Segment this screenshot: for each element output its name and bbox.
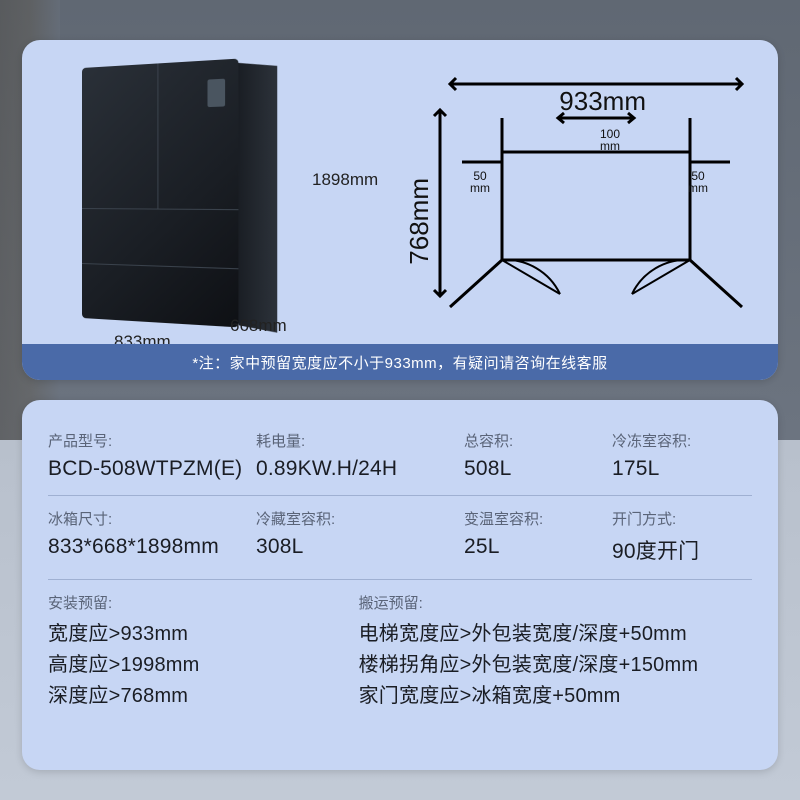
clearance-depth: 768mm xyxy=(404,178,435,265)
spec-label: 冷冻室容积: xyxy=(612,430,752,451)
spec-value: 833*668*1898mm xyxy=(48,535,248,559)
specs-card: 产品型号: BCD-508WTPZM(E) 耗电量: 0.89KW.H/24H 总容… xyxy=(22,400,778,770)
dim-height: 1898mm xyxy=(312,170,378,190)
spec-value: 308L xyxy=(256,535,456,559)
spec-label: 安装预留: xyxy=(48,592,351,613)
spec-value: 高度应>1998mm xyxy=(48,650,351,681)
fridge-icon xyxy=(82,59,238,328)
spec-value: 楼梯拐角应>外包装宽度/深度+150mm xyxy=(359,650,752,681)
spec-label: 冰箱尺寸: xyxy=(48,508,248,529)
spec-value: 电梯宽度应>外包装宽度/深度+50mm xyxy=(359,619,752,650)
clearance-left-gap: 50mm xyxy=(470,170,490,194)
spec-value: 深度应>768mm xyxy=(48,681,351,712)
spec-label: 开门方式: xyxy=(612,508,752,529)
spec-row-2: 冰箱尺寸: 833*668*1898mm 冷藏室容积: 308L 变温室容积: 25L… xyxy=(48,496,752,580)
clearance-top-gap: 100mm xyxy=(600,128,620,152)
spec-value: 宽度应>933mm xyxy=(48,619,351,650)
spec-value: 家门宽度应>冰箱宽度+50mm xyxy=(359,681,752,712)
spec-label: 冷藏室容积: xyxy=(256,508,456,529)
dimensions-card: 1898mm 833mm 668mm xyxy=(22,40,778,380)
spec-value: 0.89KW.H/24H xyxy=(256,457,456,481)
clearance-diagram: 933mm 768mm 100mm 50mm 50mm xyxy=(410,62,750,320)
product-illustration xyxy=(82,68,282,326)
spec-value: 175L xyxy=(612,457,752,481)
spec-value: 25L xyxy=(464,535,604,559)
dim-depth: 668mm xyxy=(230,316,287,336)
spec-value: 508L xyxy=(464,457,604,481)
clearance-note: *注：家中预留宽度应不小于933mm，有疑问请咨询在线客服 xyxy=(22,344,778,380)
spec-label: 耗电量: xyxy=(256,430,456,451)
clearance-right-gap: 50mm xyxy=(688,170,708,194)
spec-value: BCD-508WTPZM(E) xyxy=(48,457,248,481)
spec-row-3: 安装预留: 宽度应>933mm 高度应>1998mm 深度应>768mm 搬运预… xyxy=(48,580,752,726)
spec-row-1: 产品型号: BCD-508WTPZM(E) 耗电量: 0.89KW.H/24H 总容… xyxy=(48,418,752,496)
spec-label: 搬运预留: xyxy=(359,592,752,613)
spec-value: 90度开门 xyxy=(612,535,752,565)
clearance-width: 933mm xyxy=(559,86,646,117)
spec-label: 变温室容积: xyxy=(464,508,604,529)
spec-label: 总容积: xyxy=(464,430,604,451)
spec-label: 产品型号: xyxy=(48,430,248,451)
